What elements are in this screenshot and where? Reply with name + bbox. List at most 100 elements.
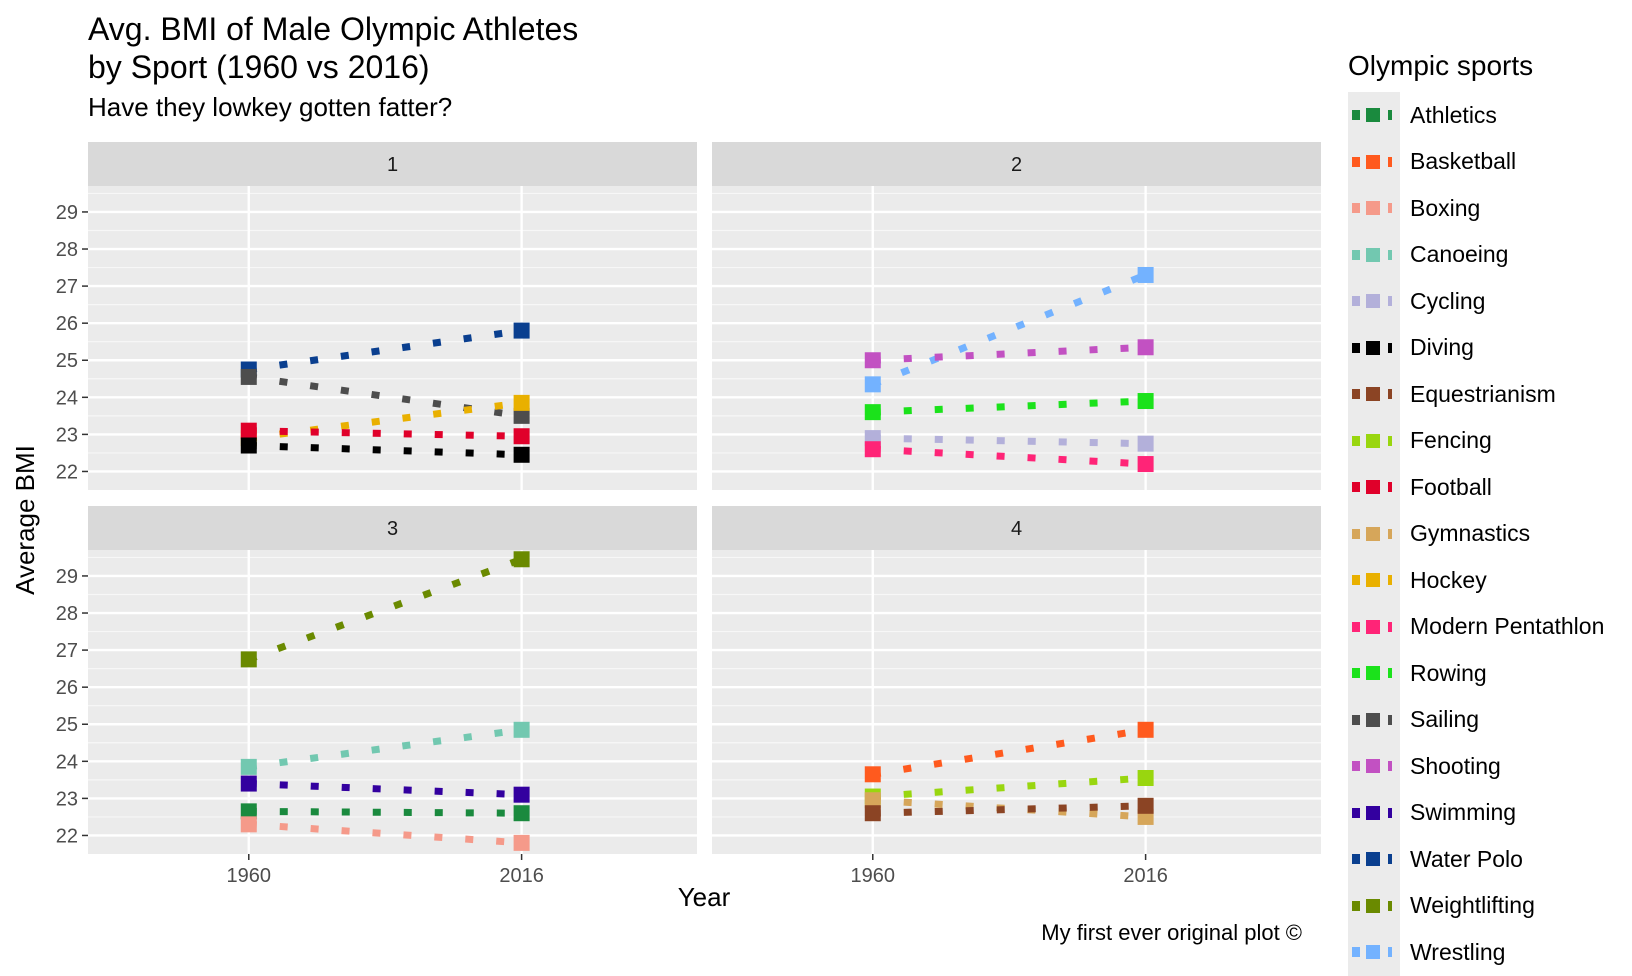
y-tick-label: 28 (56, 239, 78, 261)
legend-dash (1388, 621, 1392, 632)
point-1960 (864, 441, 881, 458)
legend-dash (1388, 249, 1392, 260)
panel-background (88, 186, 697, 490)
point-2016 (1137, 770, 1154, 786)
y-tick-label: 23 (56, 424, 78, 446)
legend-label: Wrestling (1410, 938, 1506, 965)
point-2016 (513, 322, 530, 339)
legend-label: Football (1410, 473, 1492, 500)
legend-key (1348, 417, 1400, 464)
y-tick-label: 25 (56, 714, 78, 736)
legend-dash (1388, 435, 1392, 446)
legend-dash (1352, 203, 1360, 213)
legend-label: Modern Pentathlon (1410, 613, 1605, 640)
panel-3: 3 22 23 24 25 26 27 28 29 1960 2016 (56, 506, 697, 887)
legend-key (1348, 278, 1400, 325)
panel-strip (88, 142, 697, 186)
legend-key (1348, 696, 1400, 743)
y-tick-label: 26 (56, 677, 78, 699)
legend-dash (1388, 947, 1392, 957)
legend-label: Cycling (1410, 287, 1486, 314)
legend-label: Basketball (1410, 148, 1517, 175)
x-axis-label: Year (678, 882, 731, 912)
legend-item: Boxing (1348, 185, 1632, 232)
legend-item: Gymnastics (1348, 510, 1632, 557)
legend-key (1348, 650, 1400, 697)
legend-label: Shooting (1410, 752, 1501, 779)
legend-label: Sailing (1410, 706, 1480, 733)
caption: My first ever original plot © (1041, 920, 1302, 945)
legend-dash (1388, 854, 1392, 864)
legend-point (1366, 387, 1380, 401)
legend-label: Water Polo (1410, 845, 1523, 872)
legend-dash (1352, 156, 1360, 167)
legend-dash (1352, 342, 1360, 353)
point-2016 (513, 407, 530, 424)
legend-point (1366, 759, 1380, 773)
chart-title-line-1: Avg. BMI of Male Olympic Athletes (88, 11, 579, 47)
legend-point (1366, 247, 1380, 262)
legend-dash (1388, 203, 1392, 213)
legend-point (1366, 898, 1380, 913)
legend-point (1366, 294, 1380, 308)
legend-dash (1352, 435, 1360, 446)
point-1960 (240, 437, 257, 454)
legend-dash (1388, 296, 1392, 306)
legend-dash (1352, 761, 1360, 771)
legend-item: Hockey (1348, 557, 1632, 604)
point-1960 (864, 404, 881, 421)
panel-strip-label: 2 (1011, 154, 1022, 176)
legend-point (1366, 666, 1380, 680)
point-2016 (513, 428, 530, 445)
legend-key (1348, 324, 1400, 371)
point-2016 (1137, 339, 1154, 356)
legend-item: Sailing (1348, 696, 1632, 743)
legend-dash (1388, 528, 1392, 539)
y-tick-label: 29 (56, 202, 78, 224)
panel-strip-label: 4 (1011, 518, 1022, 540)
y-tick-label: 27 (56, 276, 78, 298)
panel-strip (712, 506, 1321, 550)
legend-point (1366, 201, 1380, 215)
x-tick-label: 1960 (227, 865, 272, 887)
legend-label: Weightlifting (1410, 892, 1535, 919)
legend-dash (1352, 714, 1360, 725)
point-1960 (240, 651, 257, 668)
point-1960 (864, 352, 881, 369)
panel-1: 1 22 23 24 25 26 27 28 29 (56, 142, 697, 490)
legend-dash (1352, 947, 1360, 957)
legend-dash (1388, 575, 1392, 585)
point-1960 (864, 792, 881, 809)
legend-items: Athletics Basketball Boxing Canoeing Cycling… (1348, 92, 1632, 976)
x-tick-label: 1960 (851, 865, 896, 887)
legend-dash (1388, 807, 1392, 818)
point-2016 (513, 834, 530, 851)
panel-background (712, 186, 1321, 490)
legend-key (1348, 557, 1400, 604)
legend-label: Fencing (1410, 427, 1492, 454)
legend-dash (1352, 296, 1360, 306)
point-2016 (1137, 435, 1154, 452)
y-tick-label: 25 (56, 350, 78, 372)
legend-item: Cycling (1348, 278, 1632, 325)
legend-key (1348, 882, 1400, 929)
legend-item: Football (1348, 464, 1632, 511)
legend-key (1348, 185, 1400, 232)
point-1960 (240, 816, 257, 833)
legend: Olympic sports Athletics Basketball Boxing… (1348, 50, 1632, 976)
y-tick-label: 22 (56, 461, 78, 483)
legend-label: Boxing (1410, 194, 1481, 221)
point-2016 (1137, 721, 1154, 738)
point-2016 (1137, 266, 1154, 283)
panel-background (88, 550, 697, 854)
legend-point (1366, 852, 1380, 866)
y-tick-label: 23 (56, 788, 78, 810)
y-tick-label: 26 (56, 313, 78, 335)
panel-strip (88, 506, 697, 550)
legend-item: Fencing (1348, 417, 1632, 464)
x-tick-label: 2016 (499, 865, 544, 887)
legend-item: Basketball (1348, 138, 1632, 185)
panel-strip-label: 1 (387, 154, 398, 176)
legend-point (1366, 480, 1380, 494)
